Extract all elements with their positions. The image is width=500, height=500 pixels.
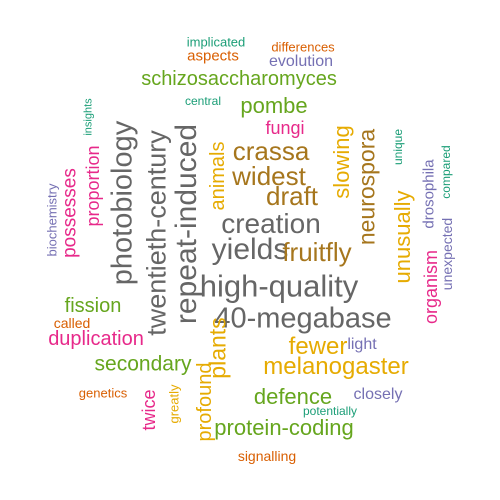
word-40-megabase: 40-megabase xyxy=(214,302,392,335)
word-melanogaster: melanogaster xyxy=(263,353,409,380)
word-aspects: aspects xyxy=(187,47,239,65)
word-fewer: fewer xyxy=(288,333,348,360)
word-pombe: pombe xyxy=(240,93,308,118)
word-high-quality: high-quality xyxy=(199,268,359,304)
word-animals: animals xyxy=(207,141,229,211)
word-protein-coding: protein-coding xyxy=(214,415,354,440)
word-potentially: potentially xyxy=(302,404,358,418)
word-implicated: implicated xyxy=(186,34,246,50)
word-slowing: slowing xyxy=(329,125,354,199)
word-draft: draft xyxy=(265,181,319,211)
word-repeat-induced: repeat-induced xyxy=(170,123,203,325)
word-defence: defence xyxy=(253,384,333,409)
word-evolution: evolution xyxy=(268,53,334,70)
word-called: called xyxy=(53,315,91,331)
word-drosophila: drosophila xyxy=(420,159,438,229)
word-fungi: fungi xyxy=(265,118,305,138)
word-twentieth-century: twentieth-century xyxy=(141,130,172,336)
word-neurospora: neurospora xyxy=(353,128,380,246)
word-signalling: signalling xyxy=(237,448,297,464)
word-unique: unique xyxy=(391,128,405,166)
word-greatly: greatly xyxy=(166,384,182,424)
word-creation: creation xyxy=(221,208,321,239)
word-differences: differences xyxy=(271,39,335,55)
word-possesses: possesses xyxy=(59,168,81,258)
word-photobiology: photobiology xyxy=(106,120,139,286)
word-unexpected: unexpected xyxy=(439,217,455,291)
word-secondary: secondary xyxy=(94,352,192,376)
word-unusually: unusually xyxy=(390,190,415,284)
word-light: light xyxy=(347,336,377,353)
word-compared: compared xyxy=(439,145,453,199)
word-insights: insights xyxy=(82,98,95,136)
word-central: central xyxy=(184,94,222,108)
word-profound: profound xyxy=(194,362,216,442)
word-crassa: crassa xyxy=(232,136,310,166)
word-schizosaccharomyces: schizosaccharomyces xyxy=(141,68,337,90)
word-fruitfly: fruitfly xyxy=(282,237,352,267)
word-biochemistry: biochemistry xyxy=(44,183,60,257)
word-proportion: proportion xyxy=(83,145,103,227)
word-yields: yields xyxy=(211,233,289,266)
word-twice: twice xyxy=(139,389,159,431)
word-widest: widest xyxy=(232,161,306,191)
word-genetics: genetics xyxy=(78,385,128,401)
word-organism: organism xyxy=(421,249,441,325)
word-closely: closely xyxy=(353,386,403,403)
word-duplication: duplication xyxy=(48,328,144,350)
word-fission: fission xyxy=(64,295,122,317)
